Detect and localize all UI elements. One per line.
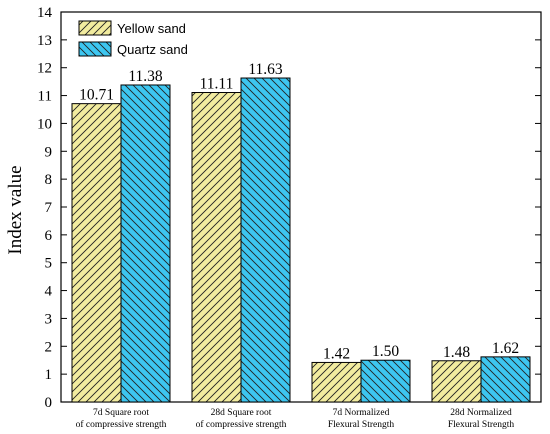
bar-yellow-sand — [431, 360, 482, 403]
data-label: 1.48 — [443, 344, 470, 361]
x-tick-label: 7d Normalized — [333, 408, 390, 418]
x-tick-label: 28d Square root — [211, 408, 272, 418]
data-label: 11.11 — [200, 76, 234, 93]
y-tick-label: 14 — [37, 5, 53, 21]
data-label: 10.71 — [79, 87, 114, 104]
bar-quartz-sand — [120, 84, 171, 403]
y-tick-label: 2 — [45, 339, 53, 355]
data-label: 11.38 — [128, 68, 163, 85]
data-label: 1.50 — [372, 343, 399, 360]
bar-quartz-sand — [360, 359, 411, 403]
y-tick-label: 0 — [45, 395, 53, 411]
bar-quartz-sand — [480, 356, 531, 403]
x-tick-label: of compressive strength — [196, 419, 287, 430]
y-tick-label: 9 — [45, 144, 53, 160]
y-tick-label: 12 — [37, 61, 52, 77]
data-label: 11.63 — [248, 61, 283, 78]
y-tick-label: 10 — [37, 116, 52, 132]
x-tick-label: Flexural Strength — [328, 420, 394, 430]
y-tick-label: 8 — [45, 172, 53, 188]
bar-yellow-sand — [191, 92, 242, 403]
legend-swatch-yellow-sand — [78, 20, 112, 36]
y-tick-label: 1 — [45, 367, 53, 383]
y-tick-label: 13 — [37, 33, 52, 49]
x-tick-label: of compressive strength — [76, 419, 167, 430]
legend-swatch-quartz-sand — [78, 41, 112, 57]
data-label: 1.62 — [492, 340, 519, 357]
x-tick-label: 28d Normalized — [450, 408, 512, 418]
y-tick-label: 6 — [45, 228, 53, 244]
bar-quartz-sand — [240, 77, 291, 403]
y-tick-label: 11 — [38, 89, 52, 105]
legend: Yellow sand Quartz sand — [78, 20, 188, 57]
legend-label: Yellow sand — [117, 21, 186, 36]
y-tick-label: 3 — [45, 311, 53, 327]
y-tick-label: 4 — [45, 284, 53, 300]
legend-label: Quartz sand — [117, 42, 188, 57]
y-tick-label: 5 — [45, 256, 53, 272]
y-axis-label: Index value — [5, 165, 26, 254]
x-tick-label: 7d Square root — [93, 408, 149, 418]
bar-yellow-sand — [71, 103, 122, 403]
data-label: 1.42 — [323, 345, 350, 362]
x-tick-label: Flexural Strength — [448, 420, 514, 430]
y-tick-label: 7 — [45, 200, 53, 216]
bar-yellow-sand — [311, 361, 362, 403]
